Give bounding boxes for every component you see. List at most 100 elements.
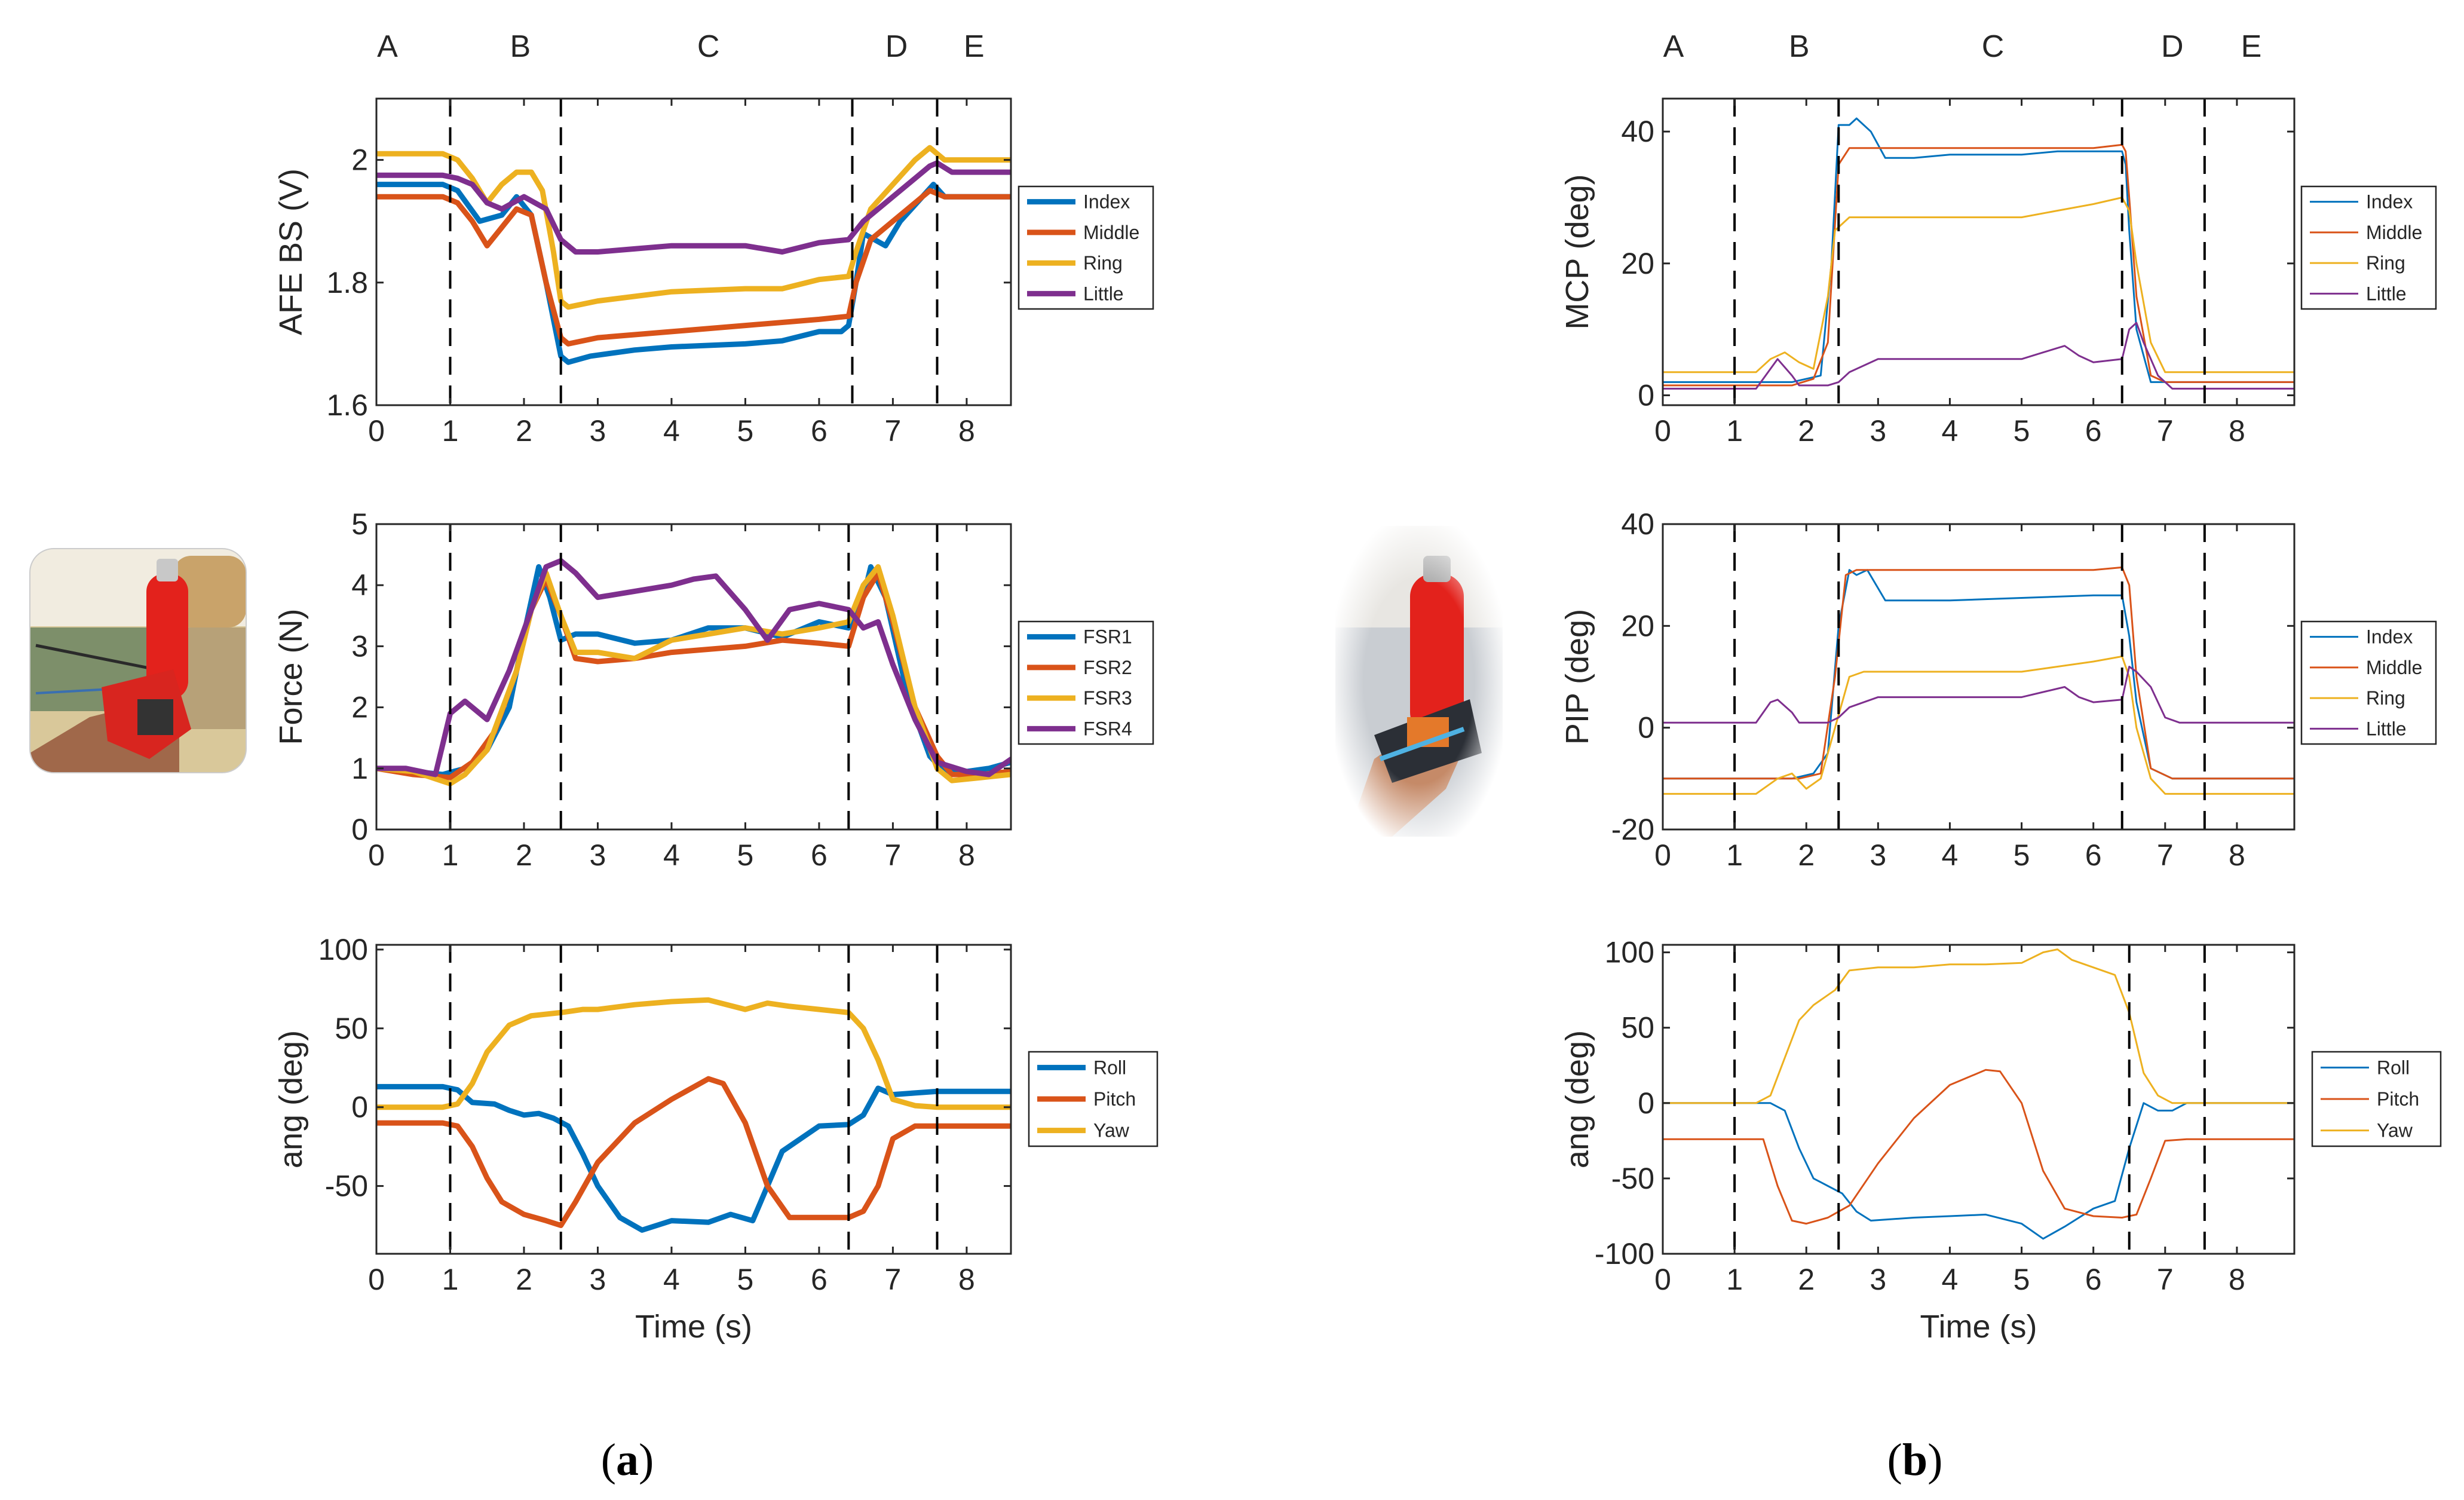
legend-box: [1018, 185, 1154, 310]
legend-entry-roll: Roll: [2377, 1057, 2410, 1078]
x-tick-label: 0: [1654, 1263, 1671, 1296]
x-tick-label: 8: [958, 1263, 975, 1296]
legend-b2: Index Middle Ring Little: [2300, 620, 2437, 745]
x-tick-label: 4: [1942, 1263, 1959, 1296]
series-line-roll: [1663, 1102, 2294, 1240]
series-line-middle: [1663, 143, 2294, 387]
series-line-middle: [1663, 566, 2294, 780]
legend-a1: Index Middle Ring Little: [1018, 185, 1154, 310]
chart-a2: 0 1 2 3 4 5 6 7 8 0 1 2 3 4 5 Force (N) FSR1 FSR2 FSR3 FSR4: [273, 507, 1154, 872]
legend-entry-index: Index: [2366, 626, 2413, 648]
series-line-yaw: [376, 997, 1011, 1110]
x-tick-label: 2: [1798, 414, 1815, 448]
x-tick-label: 3: [590, 1263, 606, 1296]
series-line-fsr3: [376, 564, 1011, 786]
plot-area-b3: [1663, 948, 2294, 1240]
phase-label-e: E: [964, 29, 985, 64]
x-tick-label: 6: [811, 838, 828, 872]
legend-a3: Roll Pitch Yaw: [1028, 1051, 1159, 1147]
x-tick-label: 8: [958, 414, 975, 448]
legend-entry-little: Little: [2366, 718, 2407, 739]
legend-entry-ring: Ring: [1083, 252, 1123, 274]
y-tick-label: 0: [351, 813, 368, 846]
y-axis-label: MCP (deg): [1559, 174, 1595, 329]
phase-label-b: B: [510, 29, 531, 64]
x-tick-label: 5: [737, 414, 754, 448]
y-tick-label: 4: [351, 568, 368, 602]
x-tick-label: 6: [2085, 838, 2102, 872]
legend-entry-yaw: Yaw: [1093, 1120, 1130, 1141]
y-tick-label: 0: [1638, 711, 1654, 745]
x-tick-label: 0: [1654, 414, 1671, 448]
axes-frame: [1662, 523, 2296, 831]
axes-frame: [1662, 944, 2296, 1255]
axes-frame: [375, 97, 1012, 406]
series-line-fsr2: [376, 570, 1011, 780]
phase-label-d: D: [2161, 29, 2184, 64]
series-line-index: [1663, 117, 2294, 383]
y-tick-label: -50: [325, 1170, 368, 1203]
y-tick-label: 100: [318, 933, 368, 966]
legend-entry-yaw: Yaw: [2377, 1120, 2413, 1141]
y-tick-label: 40: [1621, 507, 1654, 541]
x-tick-label: 4: [663, 1263, 680, 1296]
legend-b1: Index Middle Ring Little: [2300, 185, 2437, 310]
x-tick-label: 7: [885, 414, 902, 448]
legend-entry-roll: Roll: [1093, 1057, 1126, 1078]
y-tick-label: 1.6: [326, 388, 368, 422]
caption-a: (a): [600, 1435, 654, 1485]
x-tick-label: 8: [2229, 1263, 2245, 1296]
y-axis-label: Force (N): [273, 609, 309, 745]
plot-area-a1: [376, 145, 1011, 365]
legend-entry-middle: Middle: [1083, 222, 1139, 243]
series-line-middle: [376, 188, 1011, 347]
y-tick-label: 20: [1621, 609, 1654, 642]
caption-b: (b): [1887, 1435, 1943, 1485]
x-tick-label: 5: [737, 1263, 754, 1296]
y-axis-label: PIP (deg): [1559, 609, 1595, 745]
legend-entry-middle: Middle: [2366, 222, 2422, 243]
axes-frame: [1662, 97, 2296, 406]
x-tick-label: 6: [2085, 1263, 2102, 1296]
x-tick-label: 2: [516, 838, 532, 872]
y-tick-label: 2: [351, 691, 368, 724]
x-tick-label: 7: [2157, 1263, 2174, 1296]
caption-b-label: b: [1902, 1435, 1928, 1485]
x-axis-label: Time (s): [1920, 1309, 2037, 1345]
series-line-ring: [376, 145, 1011, 310]
x-tick-label: 1: [1726, 414, 1743, 448]
x-tick-label: 3: [1870, 838, 1886, 872]
x-tick-label: 8: [2229, 414, 2245, 448]
gloved-hand-with-red-bottle-photo: [1335, 526, 1503, 837]
x-tick-label: 6: [811, 1263, 828, 1296]
plot-area-a2: [376, 558, 1011, 786]
series-line-fsr1: [376, 564, 1011, 777]
y-tick-label: 3: [351, 629, 368, 663]
axes-frame: [375, 944, 1012, 1255]
plot-area-a3: [376, 997, 1011, 1233]
x-axis-label: Time (s): [635, 1309, 752, 1345]
x-tick-label: 7: [885, 838, 902, 872]
chart-a1: 0 1 2 3 4 5 6 7 8 1.6 1.8 2 AFE BS (V) A B C D E Index Midd…: [273, 29, 1154, 448]
x-tick-label: 2: [516, 414, 532, 448]
x-tick-label: 0: [368, 414, 385, 448]
chart-b3: 0 1 2 3 4 5 6 7 8 -100 -50 0 50 100 ang (deg) Time (s) R…: [1559, 936, 2442, 1345]
x-tick-label: 7: [2157, 414, 2174, 448]
y-tick-label: -50: [1611, 1162, 1654, 1195]
legend-entry-index: Index: [2366, 191, 2413, 213]
x-tick-label: 7: [885, 1263, 902, 1296]
y-tick-label: 50: [335, 1012, 368, 1045]
legend-entry-middle: Middle: [2366, 657, 2422, 678]
chart-a3: 0 1 2 3 4 5 6 7 8 -50 0 50 100 ang (deg) Time (s) Roll P…: [273, 933, 1159, 1345]
series-line-roll: [376, 1083, 1011, 1233]
legend-entry-index: Index: [1083, 191, 1130, 213]
legend-box: [2300, 620, 2437, 745]
y-tick-label: 2: [351, 143, 368, 177]
y-tick-label: 1.8: [326, 266, 368, 299]
y-tick-label: 0: [1638, 1086, 1654, 1120]
axes-frame: [375, 523, 1012, 831]
series-line-index: [376, 182, 1011, 365]
y-tick-label: -20: [1611, 813, 1654, 846]
y-axis-label: ang (deg): [1559, 1030, 1595, 1168]
